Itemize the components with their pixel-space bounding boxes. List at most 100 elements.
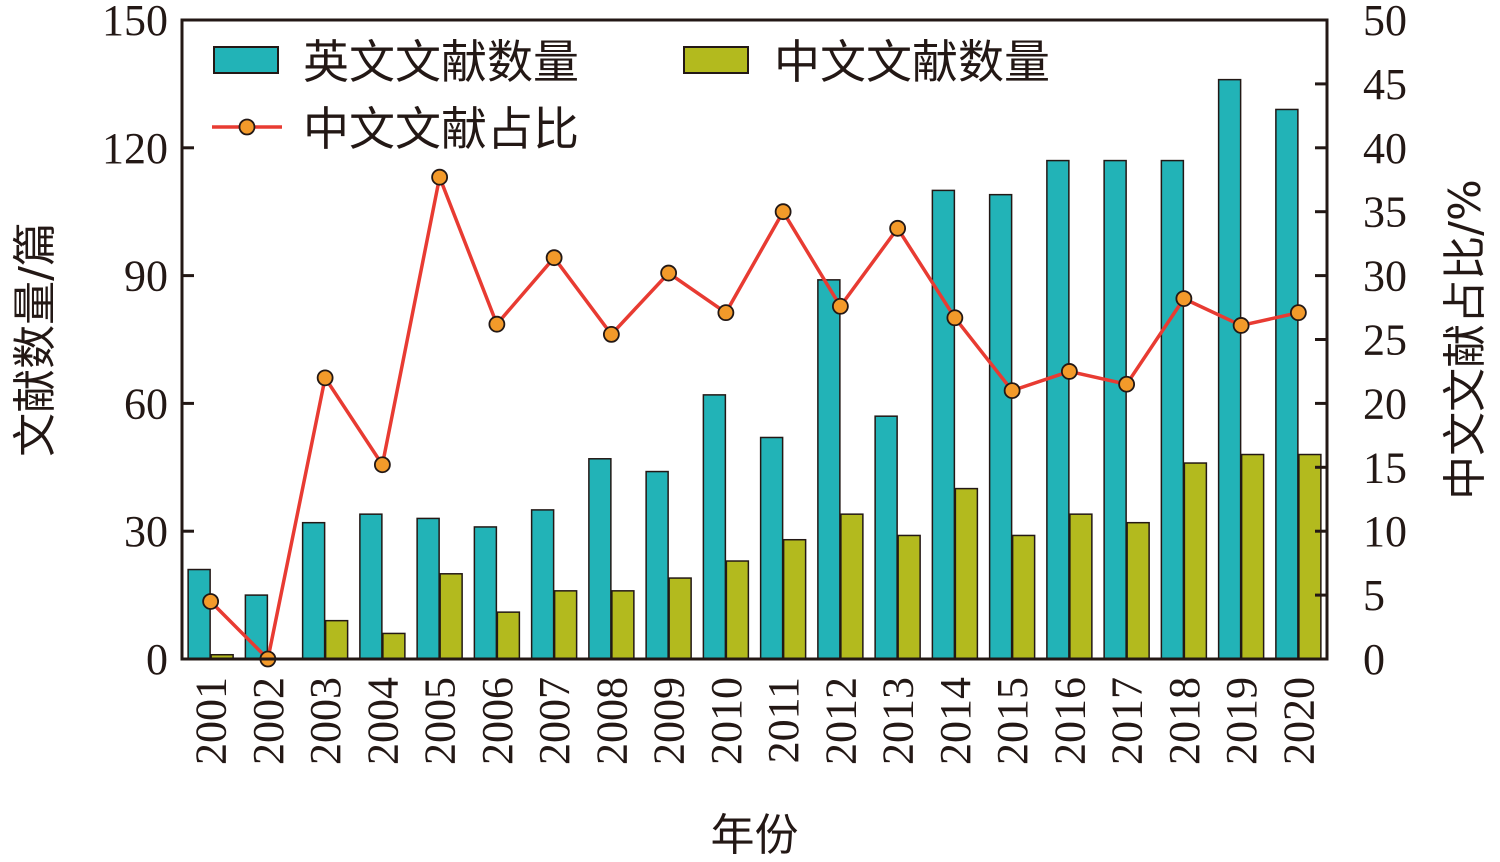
x-tick-label: 2008 xyxy=(587,677,636,765)
x-tick-label: 2011 xyxy=(759,677,808,763)
point-chinese-ratio-2007 xyxy=(545,249,563,267)
bar-english-2012 xyxy=(817,279,841,660)
x-axis-label: 年份 xyxy=(711,810,799,861)
point-chinese-ratio-2018 xyxy=(1175,290,1193,308)
bar-english-2017 xyxy=(1103,159,1127,660)
line-chinese-ratio xyxy=(209,170,1299,663)
legend-swatch-chinese xyxy=(683,46,749,74)
legend-label-english: 英文文献数量 xyxy=(303,35,579,89)
point-chinese-ratio-2003 xyxy=(316,369,334,387)
y2-tick-label: 15 xyxy=(1363,443,1407,492)
bar-english-2003 xyxy=(301,521,326,660)
bar-chinese-2011 xyxy=(782,538,807,660)
x-tick-label: 2002 xyxy=(244,677,293,765)
point-chinese-ratio-2011 xyxy=(774,203,792,221)
bar-chinese-2010 xyxy=(725,560,750,660)
bar-english-2010 xyxy=(702,394,727,660)
legend-label-ratio: 中文文献占比 xyxy=(303,102,579,156)
point-chinese-ratio-2009 xyxy=(660,264,678,282)
y-axis-label: 文献数量/篇 xyxy=(10,222,61,457)
point-chinese-ratio-2005 xyxy=(431,168,449,186)
y-tick-label: 90 xyxy=(124,252,168,301)
bar-english-2008 xyxy=(588,458,612,660)
bar-chinese-2005 xyxy=(439,573,463,660)
bars-layer xyxy=(187,78,1322,660)
bar-chinese-2014 xyxy=(954,487,979,660)
legend-marker-ratio xyxy=(238,118,256,136)
x-tick-label: 2016 xyxy=(1045,677,1094,765)
bar-chinese-2019 xyxy=(1240,453,1265,660)
x-tick-label: 2019 xyxy=(1217,677,1266,765)
y2-tick-label: 50 xyxy=(1363,0,1407,45)
y2-tick-label: 45 xyxy=(1363,60,1407,109)
bar-chinese-2009 xyxy=(668,577,692,660)
bar-chinese-2018 xyxy=(1183,462,1208,660)
bar-chinese-2020 xyxy=(1298,453,1322,660)
x-tick-label: 2013 xyxy=(874,677,923,765)
bar-english-2009 xyxy=(645,470,669,660)
bar-chinese-2008 xyxy=(611,590,635,660)
bar-english-2001 xyxy=(187,568,211,660)
bar-english-2020 xyxy=(1275,108,1299,660)
bar-english-2006 xyxy=(473,526,498,660)
bar-english-2015 xyxy=(988,193,1013,660)
bar-chinese-2007 xyxy=(553,590,578,660)
bar-chinese-2012 xyxy=(840,513,864,660)
point-chinese-ratio-2006 xyxy=(488,315,506,333)
y-tick-label: 120 xyxy=(102,124,168,173)
x-tick-label: 2004 xyxy=(358,677,407,765)
x-tick-label: 2005 xyxy=(416,677,465,765)
bar-english-2013 xyxy=(874,415,898,660)
point-chinese-ratio-2012 xyxy=(831,297,849,315)
y2-tick-label: 10 xyxy=(1363,507,1407,556)
point-chinese-ratio-2020 xyxy=(1289,304,1307,322)
bar-chinese-2016 xyxy=(1069,513,1093,660)
y2-tick-label: 20 xyxy=(1363,379,1407,428)
x-tick-label: 2014 xyxy=(931,677,980,765)
bar-english-2011 xyxy=(759,436,784,660)
point-chinese-ratio-2008 xyxy=(602,325,620,343)
bar-chinese-2015 xyxy=(1011,534,1036,660)
x-tick-label: 2009 xyxy=(645,677,694,765)
y-tick-label: 30 xyxy=(124,507,168,556)
x-tick-label: 2001 xyxy=(187,677,236,765)
y2-tick-label: 35 xyxy=(1363,188,1407,237)
x-tick-label: 2010 xyxy=(702,677,751,765)
x-tick-label: 2020 xyxy=(1274,677,1323,765)
point-chinese-ratio-2017 xyxy=(1118,375,1136,393)
y-tick-label: 0 xyxy=(146,635,168,684)
bar-chinese-2017 xyxy=(1126,521,1150,660)
y-tick-label: 150 xyxy=(102,0,168,45)
bar-english-2004 xyxy=(359,513,383,660)
x-tick-label: 2012 xyxy=(816,677,865,765)
y2-tick-label: 5 xyxy=(1363,571,1385,620)
y2-axis-label: 中文文献占比/% xyxy=(1440,179,1491,500)
y2-tick-label: 40 xyxy=(1363,124,1407,173)
point-chinese-ratio-2004 xyxy=(373,456,391,474)
x-tick-label: 2007 xyxy=(530,677,579,765)
point-chinese-ratio-2016 xyxy=(1060,363,1078,380)
x-tick-label: 2015 xyxy=(988,677,1037,765)
y2-tick-label: 25 xyxy=(1363,316,1407,365)
y-tick-label: 60 xyxy=(124,379,168,428)
point-chinese-ratio-2013 xyxy=(889,219,907,237)
y2-tick-label: 30 xyxy=(1363,252,1407,301)
bar-english-2016 xyxy=(1046,159,1070,660)
bar-english-2018 xyxy=(1160,159,1185,660)
x-tick-label: 2003 xyxy=(301,677,350,765)
point-chinese-ratio-2010 xyxy=(717,304,735,322)
bar-english-2007 xyxy=(530,509,555,660)
point-chinese-ratio-2014 xyxy=(946,309,964,327)
y2-tick-label: 0 xyxy=(1363,635,1385,684)
legend-swatch-english xyxy=(213,46,279,74)
point-chinese-ratio-2001 xyxy=(202,593,220,610)
x-tick-label: 2017 xyxy=(1103,677,1152,765)
bar-english-2019 xyxy=(1217,78,1242,660)
bar-chinese-2004 xyxy=(382,632,406,660)
bar-english-2014 xyxy=(931,189,956,660)
legend-label-chinese: 中文文献数量 xyxy=(774,35,1050,89)
bar-chinese-2013 xyxy=(897,534,921,660)
